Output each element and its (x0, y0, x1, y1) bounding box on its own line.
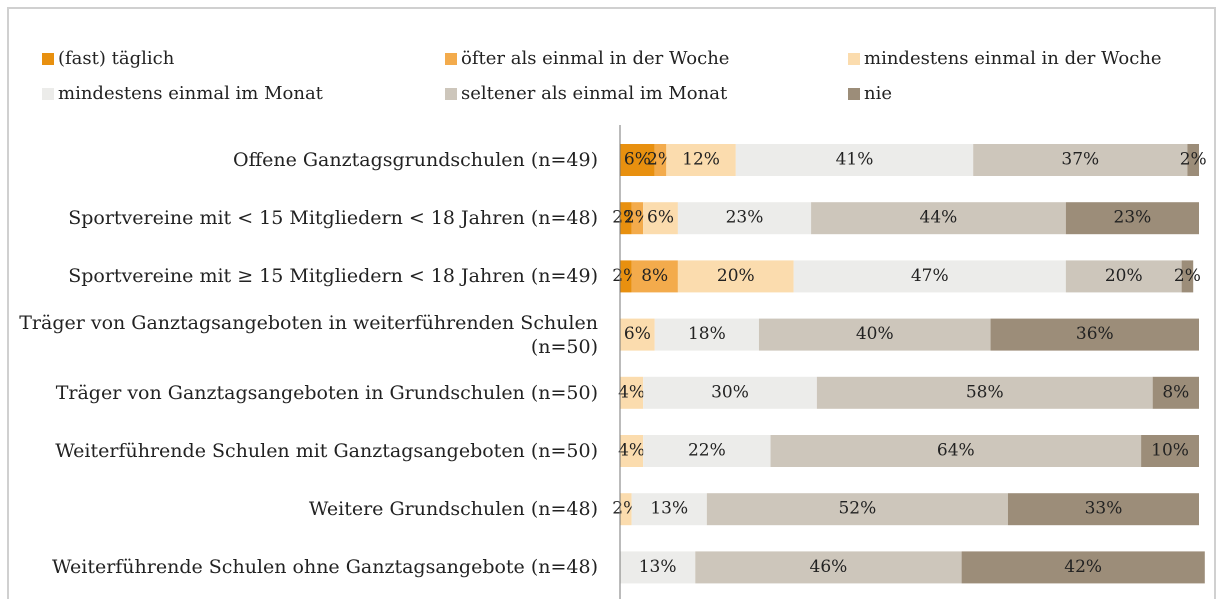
bar-segment (643, 376, 817, 409)
value-label: 23% (726, 208, 764, 228)
value-label: 20% (1105, 266, 1143, 286)
value-label: 8% (641, 266, 668, 286)
bar-segment (654, 144, 667, 176)
category-label: Weitere Grundschulen (n=48) (308, 498, 598, 521)
category-label: Weiterführende Schulen mit Ganztagsangeb… (55, 440, 598, 462)
bar-segment (620, 260, 632, 293)
bar-segment (620, 144, 655, 176)
value-label: 22% (688, 441, 726, 461)
value-label: 13% (650, 499, 688, 519)
bar-segment (1181, 260, 1194, 293)
bar-segment (1065, 260, 1182, 293)
bar-segment (793, 260, 1066, 293)
category-label: Sportvereine mit < 15 Mitgliedern < 18 J… (68, 207, 598, 230)
value-label: 10% (1151, 441, 1189, 461)
value-label: 37% (1061, 150, 1099, 170)
value-label: 30% (711, 382, 749, 402)
category-label: Weiterführende Schulen ohne Ganztagsange… (52, 556, 598, 579)
bar-segment (677, 260, 794, 293)
frame (7, 7, 1216, 599)
bar-segment (706, 493, 1008, 526)
category-label: Träger von Ganztagsangeboten in Grundsch… (55, 381, 598, 404)
legend-swatch (848, 53, 860, 65)
legend-swatch (445, 53, 457, 65)
bar-segment (620, 493, 632, 526)
bar-segment (1187, 144, 1199, 176)
value-label: 44% (920, 208, 958, 228)
value-label: 4% (618, 382, 645, 402)
bar-segment (620, 551, 696, 584)
category-label: Sportvereine mit ≥ 15 Mitgliedern < 18 J… (68, 265, 598, 288)
bar-segment (990, 318, 1199, 351)
value-label: 58% (966, 382, 1004, 402)
category-label: Offene Ganztagsgrundschulen (n=49) (233, 149, 598, 171)
bar-segment (631, 260, 678, 293)
value-label: 47% (911, 266, 949, 286)
legend-label: seltener als einmal im Monat (461, 83, 728, 104)
value-label: 40% (856, 324, 894, 344)
category-label: Träger von Ganztagsangeboten in weiterfü… (19, 311, 598, 358)
legend-swatch (42, 88, 54, 100)
value-label: 6% (624, 324, 651, 344)
bar-segment (1065, 202, 1199, 235)
value-label: 41% (836, 150, 874, 170)
value-label: 6% (624, 150, 651, 170)
bar-segment (1141, 435, 1199, 467)
bar-segment (654, 318, 759, 351)
value-label: 2% (1174, 266, 1201, 286)
legend-label: öfter als einmal in der Woche (461, 48, 729, 69)
bar-segment (1007, 493, 1199, 526)
bar-segment (1152, 376, 1199, 409)
value-label: 36% (1076, 324, 1114, 344)
value-label: 33% (1085, 499, 1123, 519)
bar-segment (620, 376, 644, 409)
value-label: 52% (838, 499, 876, 519)
legend-label: nie (864, 83, 892, 104)
value-label: 12% (682, 150, 720, 170)
value-label: 64% (937, 441, 975, 461)
bar-segment (620, 435, 644, 467)
value-label: 42% (1064, 557, 1102, 577)
value-label: 2% (1180, 150, 1207, 170)
bar-segment (758, 318, 991, 351)
bar-segment (811, 202, 1066, 235)
legend-swatch (445, 88, 457, 100)
value-label: 8% (1162, 382, 1189, 402)
bar-segment (620, 202, 632, 235)
value-label: 23% (1114, 208, 1152, 228)
value-label: 46% (810, 557, 848, 577)
legend-label: mindestens einmal im Monat (58, 83, 324, 104)
bar-segment (631, 202, 644, 235)
value-label: 13% (639, 557, 677, 577)
value-label: 6% (647, 208, 674, 228)
legend-label: mindestens einmal in der Woche (864, 48, 1162, 69)
bar-segment (816, 376, 1153, 409)
bar-segment (770, 435, 1142, 467)
bar-segment (735, 144, 974, 176)
value-label: 20% (717, 266, 755, 286)
value-label: 4% (618, 441, 645, 461)
bar-segment (643, 202, 678, 235)
bar-segment (620, 318, 655, 351)
bar-segment (677, 202, 812, 235)
bar-segment (631, 493, 707, 526)
bar-segment (961, 551, 1205, 584)
legend-swatch (848, 88, 860, 100)
legend-label: (fast) täglich (58, 48, 175, 69)
legend-swatch (42, 53, 54, 65)
bar-segment (973, 144, 1188, 176)
bar-segment (695, 551, 962, 584)
bar-segment (643, 435, 771, 467)
value-label: 18% (688, 324, 726, 344)
bar-segment (666, 144, 736, 176)
